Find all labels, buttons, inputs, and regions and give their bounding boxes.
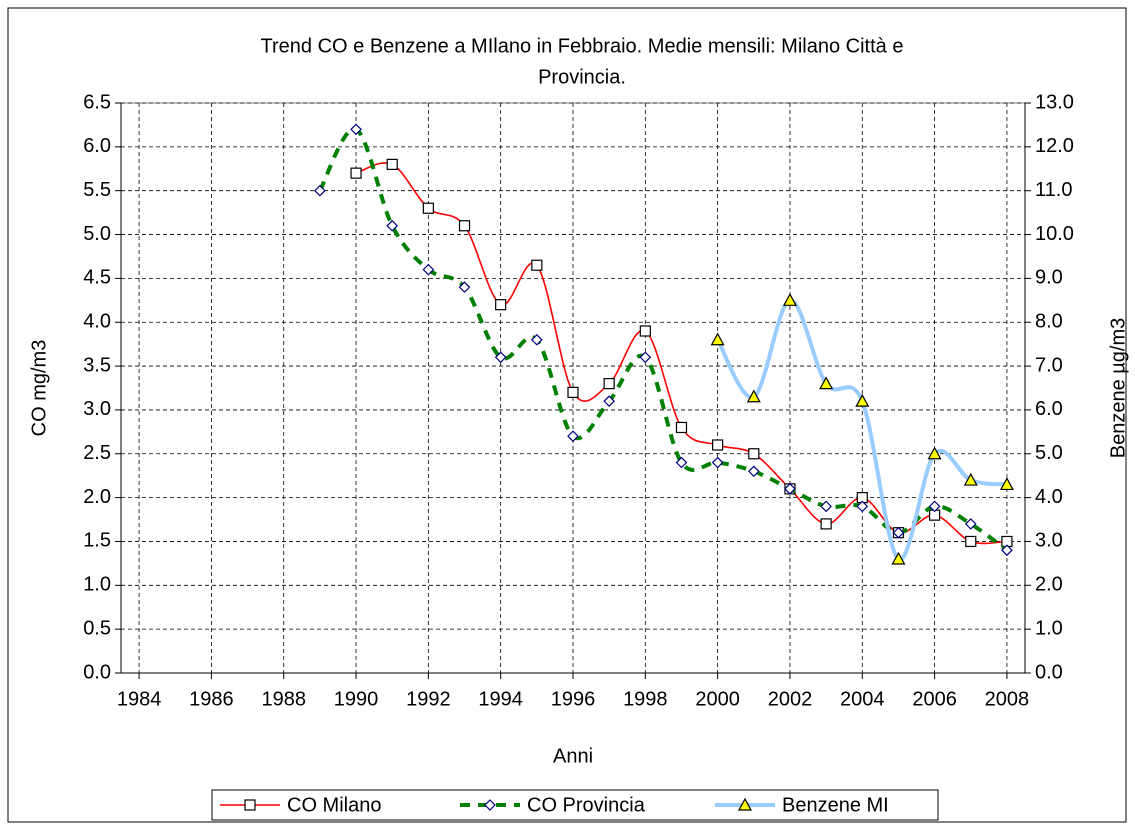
data-point — [784, 482, 796, 495]
y-tick-label: 6.5 — [83, 91, 111, 113]
x-tick-label: 2004 — [840, 688, 885, 710]
x-tick-label: 1996 — [551, 688, 596, 710]
y-tick-label: 4.5 — [83, 267, 111, 289]
y-tick-label: 1.5 — [83, 530, 111, 552]
data-point — [567, 386, 579, 398]
data-point — [422, 202, 434, 214]
data-point — [495, 299, 507, 311]
x-tick-label: 2008 — [985, 688, 1030, 710]
legend-marker — [737, 797, 753, 811]
data-point — [675, 421, 688, 434]
legend-marker — [484, 799, 496, 811]
data-point — [748, 448, 760, 460]
y2-tick-label: 3.0 — [1035, 530, 1063, 552]
data-point — [567, 430, 579, 443]
y-tick-label: 6.0 — [83, 135, 111, 157]
x-axis-title: Anni — [553, 745, 593, 767]
data-point — [819, 376, 834, 390]
chart-title: Provincia. — [538, 66, 626, 88]
chart-title: Trend CO e Benzene a MIlano in Febbraio.… — [261, 35, 904, 57]
y2-tick-label: 2.0 — [1035, 574, 1063, 596]
data-point — [820, 500, 832, 513]
data-point — [458, 281, 471, 294]
y-tick-label: 1.0 — [83, 574, 111, 596]
data-point — [856, 500, 869, 513]
legend-label: CO Milano — [287, 794, 381, 816]
x-tick-label: 1988 — [261, 688, 306, 710]
y2-tick-label: 5.0 — [1035, 442, 1063, 464]
x-tick-label: 2006 — [912, 688, 957, 710]
data-point — [711, 456, 724, 469]
data-point — [530, 333, 543, 346]
x-tick-label: 1986 — [189, 688, 234, 710]
data-point — [999, 477, 1014, 491]
y-tick-label: 2.5 — [83, 442, 111, 464]
y2-tick-label: 6.0 — [1035, 398, 1063, 420]
y-tick-label: 3.0 — [83, 398, 111, 420]
y2-tick-label: 0.0 — [1035, 661, 1063, 683]
data-point — [350, 167, 362, 179]
y2-tick-label: 13.0 — [1035, 91, 1074, 113]
data-point — [712, 439, 724, 451]
y2-tick-label: 4.0 — [1035, 486, 1063, 508]
data-point — [314, 184, 326, 197]
data-point — [386, 158, 398, 170]
x-tick-label: 2000 — [695, 688, 740, 710]
y2-tick-label: 11.0 — [1035, 179, 1072, 201]
y2-tick-label: 10.0 — [1035, 223, 1074, 245]
data-point — [747, 465, 760, 478]
x-tick-label: 1984 — [117, 688, 162, 710]
y-tick-label: 5.0 — [83, 223, 111, 245]
y2-axis-title: Benzene µg/m3 — [1107, 318, 1129, 459]
y2-tick-label: 1.0 — [1035, 617, 1063, 639]
data-point — [603, 378, 615, 390]
data-point — [928, 500, 941, 513]
x-tick-label: 1994 — [478, 688, 523, 710]
y-tick-label: 4.0 — [83, 311, 111, 333]
data-point — [965, 535, 977, 548]
data-point — [820, 518, 832, 530]
data-point — [963, 472, 978, 486]
y-tick-label: 5.5 — [83, 179, 111, 201]
data-point — [710, 332, 725, 346]
data-point — [494, 351, 507, 364]
y2-tick-label: 8.0 — [1035, 311, 1063, 333]
y-tick-label: 0.5 — [83, 617, 111, 639]
data-point — [639, 325, 651, 337]
x-tick-label: 1998 — [623, 688, 668, 710]
data-point — [782, 293, 797, 306]
y-tick-label: 3.5 — [83, 354, 111, 376]
y2-tick-label: 9.0 — [1035, 267, 1063, 289]
data-point — [891, 551, 906, 565]
data-point — [531, 259, 543, 271]
y-tick-label: 0.0 — [83, 661, 111, 683]
x-tick-label: 1992 — [406, 688, 451, 710]
data-point — [386, 219, 399, 232]
y-tick-label: 2.0 — [83, 486, 111, 508]
legend-label: CO Provincia — [527, 794, 646, 816]
x-tick-label: 2002 — [768, 688, 813, 710]
data-point — [675, 456, 688, 469]
legend-label: Benzene MI — [782, 794, 889, 816]
data-point — [422, 263, 435, 276]
data-point — [746, 389, 761, 403]
y2-tick-label: 12.0 — [1035, 135, 1074, 157]
data-point — [964, 518, 977, 530]
y2-tick-label: 7.0 — [1035, 354, 1063, 376]
legend-box — [211, 789, 939, 821]
data-point — [927, 446, 942, 460]
data-point — [458, 220, 471, 232]
data-point — [350, 123, 362, 136]
legend-marker — [244, 799, 256, 811]
data-point — [639, 351, 652, 364]
data-point — [1001, 544, 1013, 557]
data-point — [892, 526, 905, 539]
x-tick-label: 1990 — [334, 688, 379, 710]
y-axis-title: CO mg/m3 — [28, 340, 50, 437]
data-point — [603, 395, 616, 408]
data-point — [855, 393, 870, 407]
